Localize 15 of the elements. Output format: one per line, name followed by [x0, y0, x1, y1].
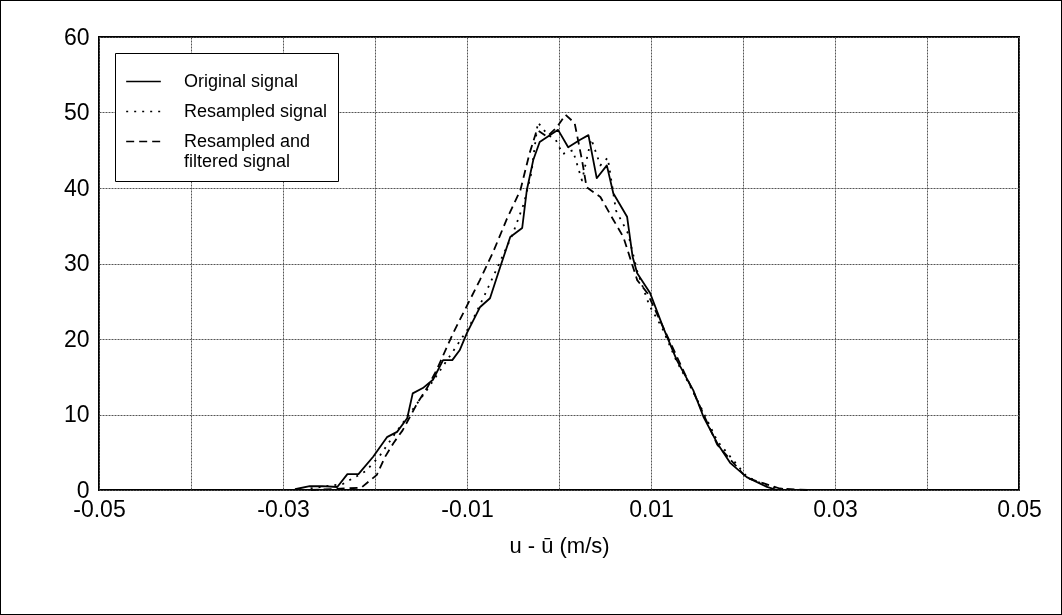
legend-label: Resampled signal: [184, 100, 328, 121]
y-tick-label: 30: [63, 250, 90, 276]
x-tick-label: 0.03: [813, 495, 858, 522]
x-axis-title: u - ū (m/s): [509, 532, 610, 558]
y-tick-label: 40: [63, 174, 90, 201]
y-tick-label: 20: [63, 325, 90, 352]
legend-label: Original signal: [184, 70, 299, 91]
x-tick-label: 0.01: [629, 495, 674, 522]
x-tick-label: -0.01: [441, 495, 494, 522]
y-tick-label: 60: [63, 23, 90, 50]
x-tick-label: 0.05: [997, 495, 1042, 522]
y-tick-label: 50: [63, 99, 90, 125]
x-tick-label: -0.03: [257, 495, 310, 522]
legend-label: Resampled and filtered signal: [184, 130, 311, 171]
y-tick-label: 10: [63, 401, 90, 427]
